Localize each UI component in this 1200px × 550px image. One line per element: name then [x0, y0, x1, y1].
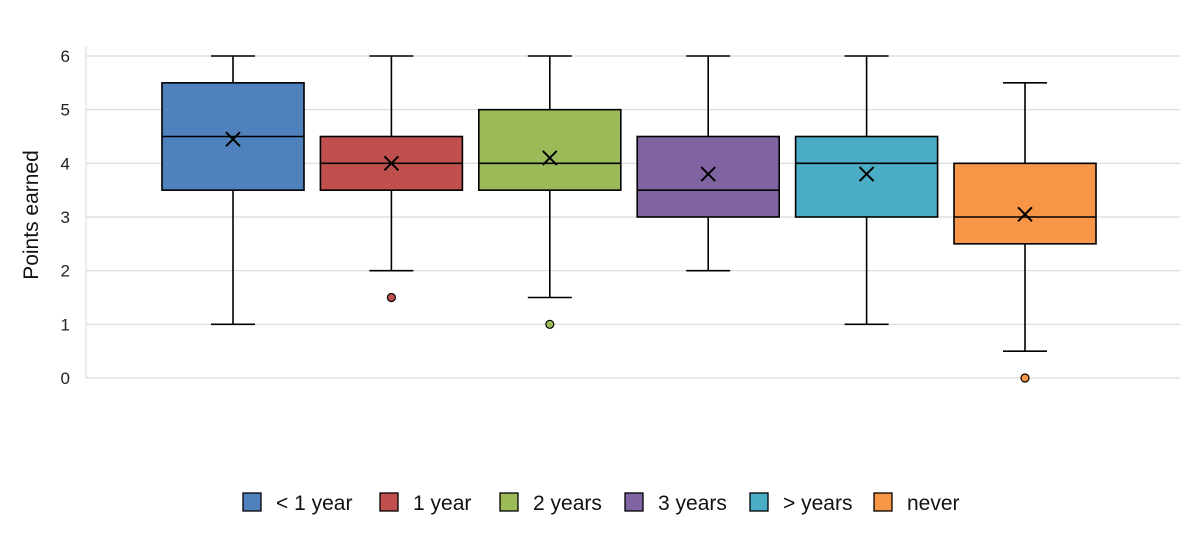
y-axis-ticks: 0 1 2 3 4 5 6	[61, 47, 70, 388]
y-tick-label: 5	[61, 101, 70, 120]
box-3	[477, 55, 622, 329]
legend-label: > years	[783, 492, 852, 515]
legend-label: < 1 year	[276, 492, 352, 515]
legend-label: never	[907, 492, 960, 515]
mean-marker	[858, 166, 875, 182]
outlier-point	[1020, 373, 1030, 383]
legend-item: never	[873, 492, 960, 515]
mean-marker	[383, 155, 400, 172]
legend-swatch	[499, 492, 519, 512]
legend: < 1 year 1 year 2 years 3 years > years never	[242, 492, 960, 515]
legend-swatch	[873, 492, 893, 512]
legend-label: 3 years	[658, 492, 727, 515]
y-axis-title: Points earned	[20, 150, 43, 280]
iqr-box	[636, 135, 781, 218]
y-tick-label: 4	[61, 154, 70, 173]
box-2	[319, 55, 464, 303]
legend-item: 1 year	[379, 492, 471, 515]
box-4	[636, 55, 781, 272]
legend-swatch	[379, 492, 399, 512]
iqr-box	[794, 135, 939, 218]
legend-item: < 1 year	[242, 492, 352, 515]
y-tick-label: 0	[61, 369, 70, 388]
boxes	[161, 55, 1097, 383]
mean-marker	[542, 150, 558, 166]
legend-label: 1 year	[413, 492, 471, 515]
y-tick-label: 6	[61, 47, 70, 66]
outlier-point	[545, 319, 555, 329]
mean-marker	[700, 166, 716, 182]
legend-item: 2 years	[499, 492, 602, 515]
y-tick-label: 1	[61, 315, 70, 334]
y-tick-label: 3	[61, 208, 70, 227]
iqr-box	[953, 162, 1097, 245]
legend-label: 2 years	[533, 492, 602, 515]
mean-marker	[225, 131, 241, 147]
iqr-box	[477, 108, 622, 191]
legend-swatch	[624, 492, 644, 512]
outlier-point	[386, 292, 396, 303]
y-tick-label: 2	[61, 262, 70, 281]
box-6	[953, 82, 1097, 383]
box-5	[794, 55, 939, 326]
legend-swatch	[242, 492, 262, 512]
box-1	[161, 55, 305, 326]
mean-marker	[1017, 206, 1033, 223]
legend-swatch	[749, 492, 769, 512]
legend-item: 3 years	[624, 492, 727, 515]
legend-item: > years	[749, 492, 852, 515]
